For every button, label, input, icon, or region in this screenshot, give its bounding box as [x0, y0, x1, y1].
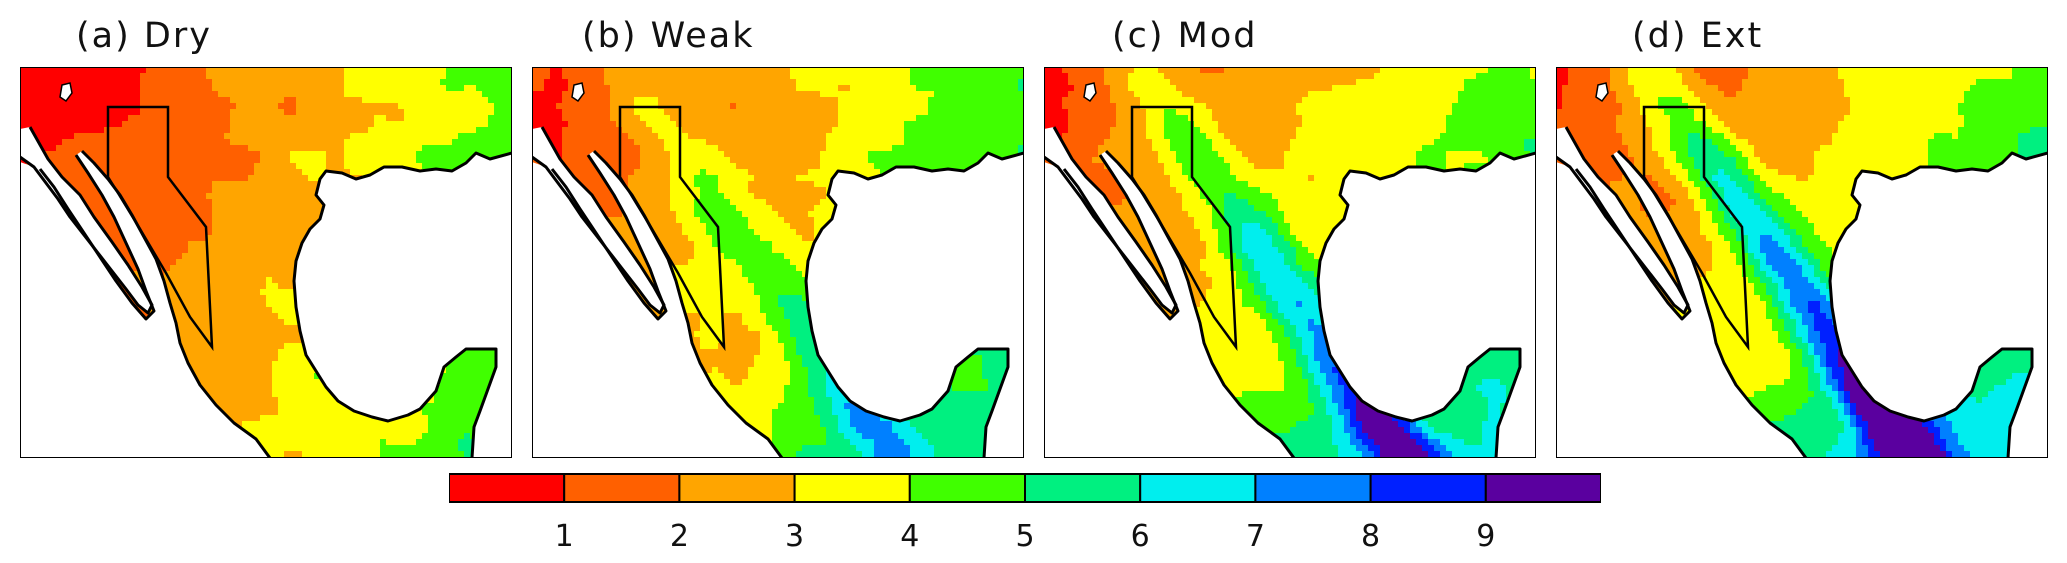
ocean-area — [532, 127, 664, 313]
coastline — [1828, 151, 2048, 458]
map-panel-dry — [20, 67, 512, 458]
ocean-area — [20, 127, 152, 313]
ocean-area — [1044, 127, 1176, 313]
lake-area — [1083, 82, 1097, 103]
coastline — [1044, 126, 1178, 315]
colorbar-segment-10 — [1484, 473, 1601, 503]
colorbar-tick-label: 4 — [900, 519, 919, 554]
colorbar-tick-label: 6 — [1131, 519, 1150, 554]
coastline — [38, 154, 156, 321]
coastline — [292, 151, 512, 458]
ocean-area — [1044, 151, 1294, 458]
region-outline — [618, 105, 726, 352]
panel-frame — [1044, 67, 1536, 458]
panel-frame — [1556, 67, 2048, 458]
colorbar-tick-label: 1 — [555, 519, 574, 554]
ocean-area — [806, 153, 1024, 458]
lake-area — [571, 82, 585, 103]
colorbar-segment-2 — [563, 473, 681, 503]
colorbar-tick-label: 8 — [1361, 519, 1380, 554]
colorbar-segment-4 — [793, 473, 911, 503]
coastline — [550, 154, 668, 321]
map-panel-ext — [1556, 67, 2048, 458]
colorbar-segment-8 — [1254, 473, 1372, 503]
coastline — [20, 126, 154, 315]
ocean-area — [20, 151, 270, 458]
ocean-area — [1830, 153, 2048, 458]
region-outline — [1642, 105, 1750, 352]
coastline — [532, 126, 666, 315]
colorbar-tick-label: 9 — [1476, 519, 1495, 554]
colorbar-segment-9 — [1369, 473, 1487, 503]
coastline — [1556, 126, 1690, 315]
region-outline — [1130, 105, 1238, 352]
ocean-area — [1318, 153, 1536, 458]
colorbar-segment-3 — [678, 473, 796, 503]
lake-area — [1595, 82, 1609, 103]
panel-frame — [532, 67, 1024, 458]
colorbar-segment-5 — [908, 473, 1026, 503]
coastline — [1316, 151, 1536, 458]
colorbar-segment-7 — [1139, 473, 1257, 503]
coastline — [1062, 154, 1180, 321]
colorbar-tick-label: 7 — [1246, 519, 1265, 554]
colorbar-tick-label: 3 — [785, 519, 804, 554]
colorbar — [449, 473, 1601, 503]
lake-area — [59, 82, 73, 103]
ocean-area — [1556, 151, 1806, 458]
coastline — [1574, 154, 1692, 321]
ocean-area — [532, 151, 782, 458]
panel-title-c: (c) Mod — [1112, 16, 1258, 56]
panel-title-b: (b) Weak — [582, 16, 754, 56]
colorbar-tick-label: 5 — [1015, 519, 1034, 554]
map-panel-mod — [1044, 67, 1536, 458]
panel-frame — [20, 67, 512, 458]
colorbar-tick-label: 2 — [670, 519, 689, 554]
ocean-area — [294, 153, 512, 458]
ocean-area — [1556, 127, 1688, 313]
panel-title-d: (d) Ext — [1632, 16, 1763, 56]
panel-title-a: (a) Dry — [76, 16, 212, 56]
colorbar-segment-6 — [1024, 473, 1142, 503]
map-panel-weak — [532, 67, 1024, 458]
coastline — [804, 151, 1024, 458]
colorbar-segment-1 — [449, 473, 566, 503]
region-outline — [106, 105, 214, 352]
